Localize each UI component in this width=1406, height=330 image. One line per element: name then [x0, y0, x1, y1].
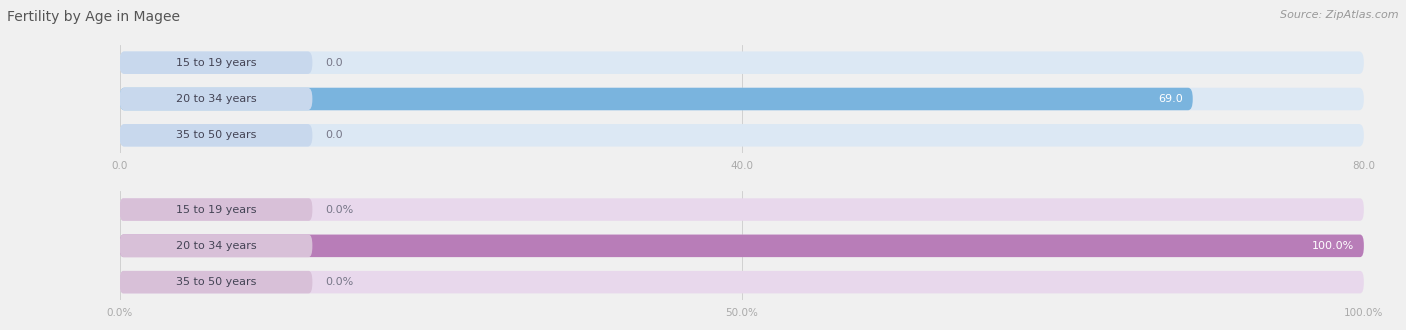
Text: 35 to 50 years: 35 to 50 years: [176, 277, 256, 287]
Text: 15 to 19 years: 15 to 19 years: [176, 205, 256, 214]
Text: 15 to 19 years: 15 to 19 years: [176, 58, 256, 68]
Text: 0.0: 0.0: [325, 58, 343, 68]
FancyBboxPatch shape: [120, 271, 312, 293]
Text: 0.0%: 0.0%: [325, 205, 353, 214]
FancyBboxPatch shape: [120, 51, 312, 74]
FancyBboxPatch shape: [120, 88, 1192, 110]
Text: 35 to 50 years: 35 to 50 years: [176, 130, 256, 140]
FancyBboxPatch shape: [120, 235, 1364, 257]
FancyBboxPatch shape: [120, 198, 312, 221]
Text: 69.0: 69.0: [1159, 94, 1182, 104]
FancyBboxPatch shape: [120, 88, 1364, 110]
Text: Source: ZipAtlas.com: Source: ZipAtlas.com: [1281, 10, 1399, 20]
Text: 0.0: 0.0: [325, 130, 343, 140]
FancyBboxPatch shape: [120, 88, 312, 110]
FancyBboxPatch shape: [120, 235, 312, 257]
FancyBboxPatch shape: [120, 124, 312, 147]
Text: 20 to 34 years: 20 to 34 years: [176, 94, 256, 104]
FancyBboxPatch shape: [120, 124, 1364, 147]
FancyBboxPatch shape: [120, 271, 1364, 293]
Text: 100.0%: 100.0%: [1312, 241, 1354, 251]
Text: Fertility by Age in Magee: Fertility by Age in Magee: [7, 10, 180, 24]
FancyBboxPatch shape: [120, 198, 1364, 221]
FancyBboxPatch shape: [120, 51, 1364, 74]
Text: 20 to 34 years: 20 to 34 years: [176, 241, 256, 251]
FancyBboxPatch shape: [120, 235, 1364, 257]
Text: 0.0%: 0.0%: [325, 277, 353, 287]
